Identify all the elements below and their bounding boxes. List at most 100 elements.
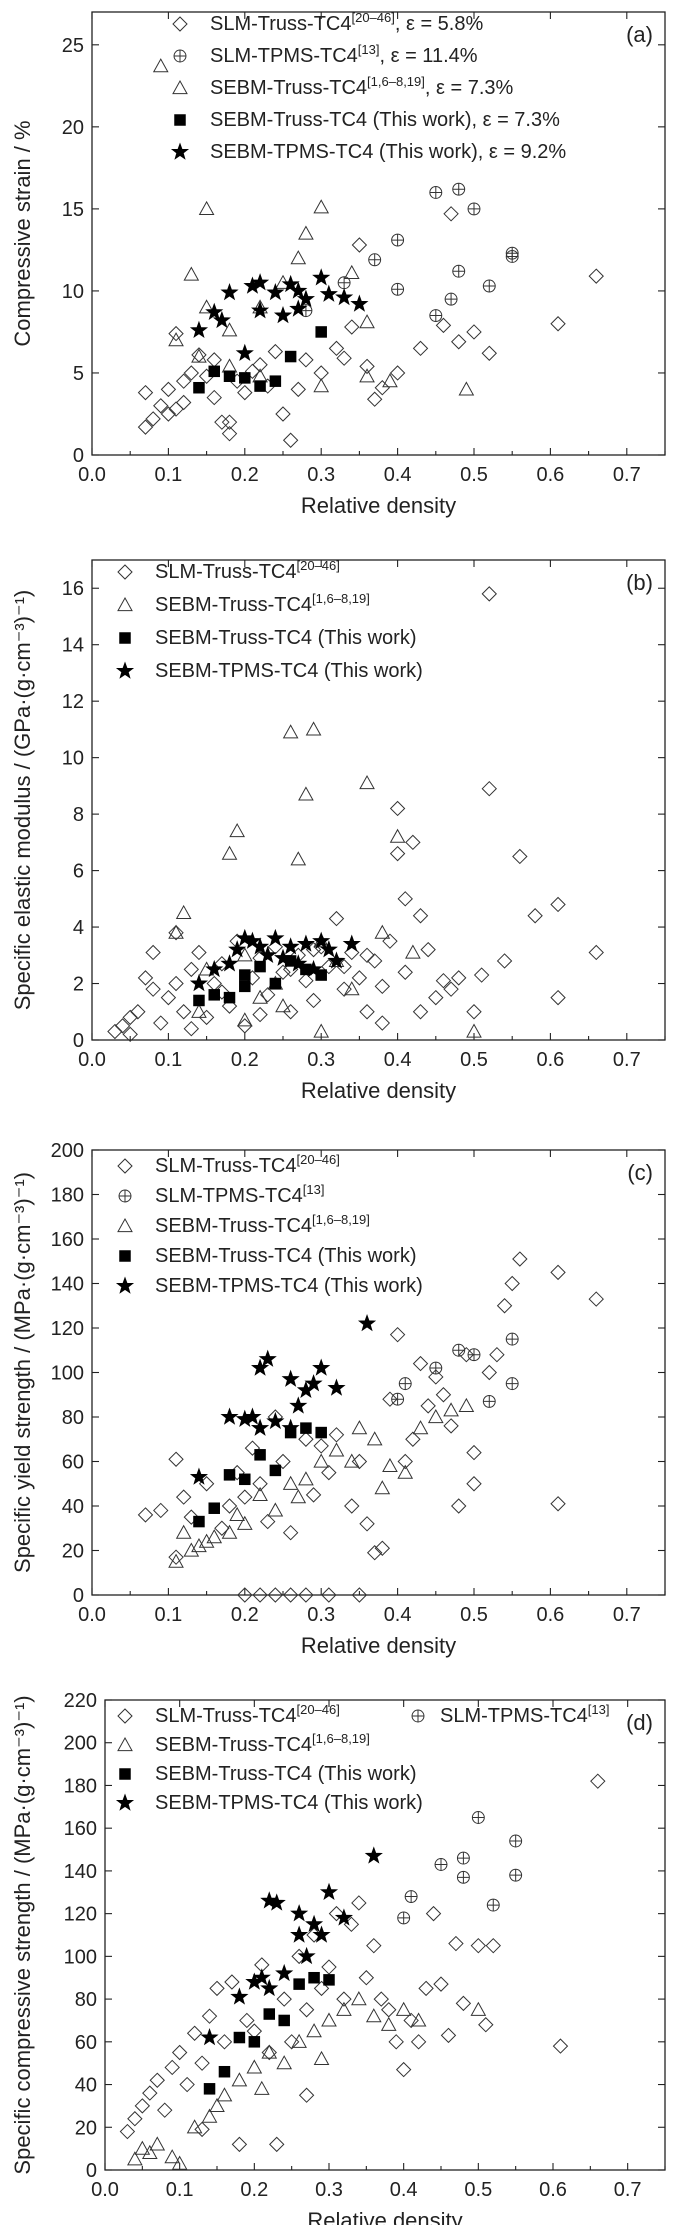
data-point-a-1-13 [505,246,519,260]
data-point-a-4-3 [235,343,254,361]
x-tick-label-c-3: 0.3 [307,1604,335,1626]
data-point-b-0-67 [374,978,391,995]
data-point-d-2-25 [313,2050,330,2066]
data-point-c-0-5 [183,1509,200,1525]
data-point-b-0-23 [275,964,291,980]
data-point-d-4-1 [230,1987,249,2005]
data-point-c-0-38 [466,1444,482,1461]
data-point-d-2-15 [321,2012,337,2027]
data-point-c-0-39 [466,1476,482,1492]
data-point-a-4-14 [335,287,354,306]
data-point-b-0-34 [359,1004,375,1020]
data-point-a-0-23 [282,432,299,448]
data-point-c-0-46 [550,1496,566,1512]
legend-label-b-1: SEBM-Truss-TC4[1,6–8,19] [155,591,370,616]
data-point-d-0-5 [157,2102,173,2118]
data-point-a-0-36 [435,317,452,334]
data-point-b-0-3 [130,1004,146,1020]
data-point-d-2-9 [231,2072,248,2087]
legend-marker-c-3 [119,1250,131,1262]
data-point-a-2-12 [313,378,330,393]
data-point-b-0-49 [473,967,490,983]
legend-marker-a-1 [173,49,187,63]
data-point-c-2-12 [328,1442,345,1457]
data-point-d-1-8 [509,1868,523,1882]
data-point-a-4-5 [251,273,270,291]
panel-label-a: (a) [626,22,653,47]
data-point-d-0-20 [269,2136,285,2153]
data-point-a-0-25 [298,352,314,368]
data-point-a-1-3 [391,282,405,296]
data-point-c-2-4 [206,1529,223,1544]
data-point-d-4-10 [312,1925,331,1943]
data-point-d-2-19 [380,2016,397,2031]
data-point-a-2-15 [359,314,375,329]
data-point-d-2-20 [395,2001,412,2016]
legend-marker-a-0 [172,16,188,32]
y-tick-label-d-2: 40 [75,2075,97,2097]
series-c-sebm-tpms-tc4-this-work [189,1314,377,1485]
legend-marker-d-4 [115,1793,135,1811]
data-point-c-0-4 [175,1489,192,1505]
data-point-c-3-5 [269,1464,282,1477]
data-point-c-0-32 [420,1398,436,1414]
legend-label-d-0: SLM-Truss-TC4[20–46] [155,1702,340,1727]
legend-label-a-0: SLM-Truss-TC4[20–46], ε = 5.8% [210,10,483,35]
data-point-c-0-44 [512,1251,528,1267]
data-point-b-1-19 [466,1023,482,1038]
data-point-d-4-7 [290,1904,309,1922]
data-point-b-3-3 [228,940,247,958]
y-tick-label-b-4: 8 [73,804,84,826]
data-point-c-2-24 [290,1489,307,1504]
data-point-b-0-54 [527,908,543,924]
data-point-d-0-33 [366,1937,382,1954]
data-point-b-1-6 [252,989,268,1004]
data-point-a-0-30 [351,237,368,253]
data-point-d-0-6 [164,2059,180,2076]
data-point-b-0-48 [466,1004,482,1020]
data-point-b-0-10 [175,1004,192,1020]
data-point-c-0-35 [443,1418,459,1434]
data-point-d-2-22 [470,2001,487,2016]
data-point-d-2-18 [365,2008,382,2023]
data-point-b-0-58 [122,1026,138,1043]
x-tick-label-a-5: 0.5 [460,464,488,486]
data-point-a-0-2 [153,398,169,414]
data-point-d-0-48 [485,1937,501,1954]
data-point-a-0-28 [336,350,352,366]
data-point-c-2-16 [382,1457,398,1473]
data-point-d-4-6 [275,1963,294,1982]
x-tick-label-b-1: 0.1 [154,1049,182,1071]
legend-label-d-2: SEBM-Truss-TC4[1,6–8,19] [155,1731,370,1756]
panel-label-d: (d) [626,1710,653,1735]
data-point-d-4-0 [200,2028,219,2046]
data-point-a-2-14 [359,368,375,383]
legend-label-c-0: SLM-Truss-TC4[20–46] [155,1152,340,1177]
y-tick-label-a-3: 15 [62,199,84,221]
data-point-d-0-13 [216,2034,233,2050]
legend-marker-c-2 [117,1217,133,1233]
series-c-slm-tpms-tc4 [391,1332,519,1408]
data-point-a-3-2 [223,370,236,382]
y-tick-label-b-0: 0 [73,1030,84,1052]
data-point-c-0-53 [321,1587,337,1603]
data-point-b-3-6 [251,937,270,955]
data-point-d-0-32 [358,1970,375,1986]
legend-label-d-3: SEBM-Truss-TC4 (This work) [155,1763,416,1785]
data-point-b-0-1 [114,1018,131,1034]
data-point-d-0-4 [149,2072,165,2088]
data-point-a-2-13 [343,264,360,279]
data-point-d-2-24 [253,2080,270,2095]
data-point-b-2-0 [193,994,205,1007]
y-tick-label-b-2: 4 [73,917,84,939]
data-point-d-0-24 [298,2002,315,2018]
series-a-slm-tpms-tc4 [299,182,519,322]
legend-label-c-2: SEBM-Truss-TC4[1,6–8,19] [155,1212,370,1237]
data-point-b-2-1 [208,989,220,1001]
data-point-c-0-41 [489,1346,505,1363]
data-point-a-0-13 [206,389,222,406]
legend-marker-a-4 [170,142,190,160]
data-point-d-1-0 [397,1911,411,1925]
data-point-b-0-46 [443,981,459,997]
panel-label-b: (b) [626,570,653,595]
